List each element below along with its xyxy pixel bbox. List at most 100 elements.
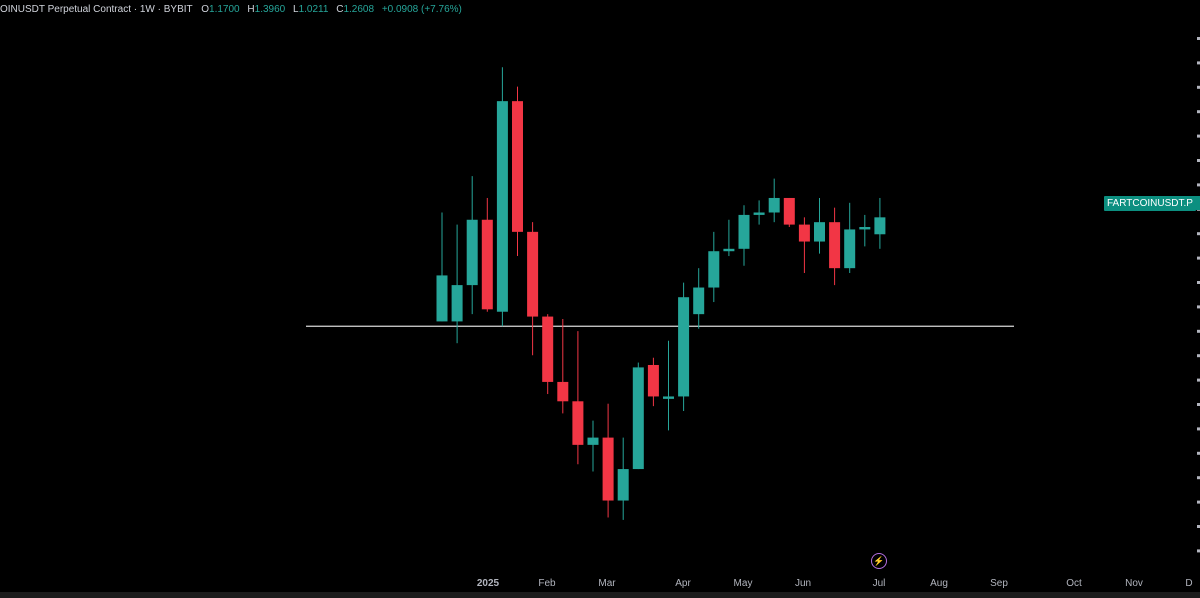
- candle-body: [572, 401, 584, 445]
- candle: [481, 197, 493, 312]
- y-axis-tick: [1197, 159, 1200, 162]
- last-price-marker: [1194, 196, 1200, 210]
- candle-body: [678, 297, 690, 397]
- low-value: 1.0211: [298, 4, 329, 15]
- candle: [723, 219, 735, 257]
- symbol-title[interactable]: OINUSDT Perpetual Contract · 1W · BYBIT: [0, 4, 193, 15]
- x-axis-tick-label: Feb: [538, 578, 556, 589]
- candle-body: [798, 224, 810, 242]
- candle-body: [647, 364, 659, 397]
- y-axis-tick: [1197, 61, 1200, 65]
- candle-body: [844, 229, 856, 269]
- candle: [512, 86, 523, 257]
- candle: [783, 197, 795, 228]
- candle-body: [542, 316, 554, 382]
- x-axis-tick-label: D: [1185, 578, 1192, 589]
- candle-body: [783, 197, 795, 225]
- y-axis-tick: [1197, 403, 1200, 406]
- candle: [647, 357, 659, 407]
- open-value: 1.1700: [209, 4, 240, 15]
- y-axis-tick: [1197, 549, 1200, 553]
- candle: [602, 403, 614, 518]
- candle: [572, 331, 584, 465]
- candle: [466, 176, 478, 315]
- y-axis-tick: [1197, 476, 1200, 480]
- candle: [738, 205, 750, 266]
- candle: [814, 197, 825, 254]
- candle-body: [814, 222, 825, 242]
- change-value: +0.0908 (+7.76%): [381, 4, 462, 15]
- x-axis-tick-label: Mar: [598, 578, 616, 589]
- lightning-icon[interactable]: ⚡: [871, 553, 887, 569]
- x-axis-tick-label: Jul: [873, 578, 886, 589]
- candle: [527, 222, 539, 356]
- y-axis-tick: [1197, 110, 1200, 114]
- price-symbol-badge: FARTCOINUSDT.P: [1104, 196, 1196, 211]
- symbol-legend: OINUSDT Perpetual Contract · 1W · BYBIT …: [0, 4, 467, 15]
- candle: [663, 340, 674, 431]
- y-axis-tick: [1197, 378, 1200, 382]
- candle-body: [859, 227, 871, 230]
- candle-body: [557, 381, 569, 402]
- x-axis-tick-label: 2025: [477, 578, 500, 589]
- candle: [708, 231, 720, 303]
- candle-body: [753, 212, 765, 215]
- candle: [542, 314, 554, 395]
- close-label: C: [336, 4, 344, 15]
- close-value: 1.2608: [343, 4, 375, 15]
- candle: [678, 282, 690, 411]
- candle: [829, 207, 841, 286]
- y-axis-tick: [1197, 500, 1200, 504]
- y-axis-tick: [1197, 329, 1200, 333]
- x-axis-tick-label: Oct: [1066, 578, 1082, 589]
- open-label: O: [201, 4, 210, 15]
- candle-body: [512, 101, 523, 232]
- candle-body: [602, 437, 614, 501]
- candle: [557, 318, 569, 414]
- candle: [753, 200, 765, 225]
- candle-body: [436, 275, 448, 322]
- candle-body: [829, 222, 841, 269]
- y-axis-tick: [1197, 256, 1200, 260]
- candle-body: [527, 231, 539, 317]
- y-axis-tick: [1197, 525, 1200, 528]
- candle: [768, 178, 780, 223]
- x-axis-tick-label: Aug: [930, 578, 948, 589]
- candle: [496, 67, 508, 327]
- candle-body: [587, 437, 599, 445]
- y-axis-tick: [1197, 232, 1200, 236]
- candle-body: [708, 251, 720, 288]
- candle-body: [693, 287, 705, 315]
- candle: [874, 197, 886, 249]
- x-axis-tick-label: Sep: [990, 578, 1008, 589]
- y-axis-tick: [1197, 427, 1200, 431]
- low-label: L: [293, 4, 299, 15]
- high-value: 1.3960: [254, 4, 286, 15]
- candle: [632, 362, 644, 470]
- candle-body: [632, 367, 644, 470]
- x-axis-tick-label: Jun: [795, 578, 811, 589]
- y-axis-tick: [1197, 134, 1200, 138]
- candle-body: [481, 219, 493, 310]
- y-axis-tick: [1197, 451, 1200, 455]
- bottom-scrollbar[interactable]: [0, 592, 1200, 598]
- candle: [436, 212, 448, 322]
- candle-body: [723, 248, 735, 252]
- candle-body: [466, 219, 478, 286]
- high-label: H: [247, 4, 255, 15]
- candle: [617, 437, 629, 520]
- y-axis-tick: [1197, 354, 1200, 358]
- candle: [798, 217, 810, 274]
- candle: [844, 202, 856, 274]
- x-axis-tick-label: Nov: [1125, 578, 1143, 589]
- y-axis-tick: [1197, 183, 1200, 187]
- candle-body: [874, 217, 886, 235]
- candle-body: [617, 469, 629, 501]
- x-axis-tick-label: May: [734, 578, 753, 589]
- x-axis-tick-label: Apr: [675, 578, 691, 589]
- candle: [451, 224, 463, 344]
- candle: [859, 214, 871, 247]
- y-axis-tick: [1197, 37, 1200, 40]
- candle-body: [738, 214, 750, 249]
